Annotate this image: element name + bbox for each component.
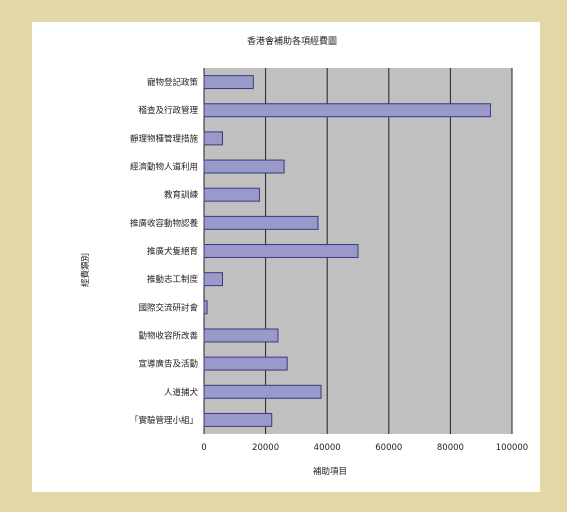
category-label: 推廣犬隻絕育 (147, 246, 198, 257)
bar (203, 187, 260, 202)
bar-chart: 香港會補助各項經費圖 寵物登記政策稽查及行政管理靜理物種管理措施經濟動物人道利用… (80, 35, 528, 477)
bar (203, 75, 254, 90)
category-label: 稽查及行政管理 (138, 105, 198, 116)
bar (203, 272, 223, 287)
category-label: 靜理物種管理措施 (130, 133, 199, 144)
y-axis-label: 經費類別 (80, 253, 91, 287)
bar (203, 356, 288, 371)
chart-title: 香港會補助各項經費圖 (247, 35, 337, 47)
category-label: 教育訓練 (164, 190, 199, 201)
category-label: 國際交流研討會 (138, 302, 198, 313)
bar (203, 215, 319, 230)
x-tick-label: 100000 (496, 443, 528, 453)
category-label: 宣導廣告及活動 (138, 359, 198, 370)
bar (203, 412, 273, 427)
chart-frame: 香港會補助各項經費圖 寵物登記政策稽查及行政管理靜理物種管理措施 經濟動物人道利用… (32, 22, 540, 492)
category-label: 動物收容所改善 (138, 330, 198, 341)
bar (203, 103, 491, 118)
category-label: 推廣收容動物認養 (130, 218, 199, 229)
x-axis-label: 補助項目 (313, 466, 347, 477)
bar (203, 131, 223, 146)
bar (203, 384, 322, 399)
bar (203, 328, 279, 343)
bar (203, 244, 359, 258)
bar (203, 159, 285, 174)
bar (203, 300, 208, 315)
category-label: 經濟動物人道利用 (130, 162, 198, 173)
x-tick-label: 80000 (437, 443, 464, 453)
category-label: 「實驗管理小組」 (130, 415, 198, 426)
category-label: 寵物登記政策 (147, 77, 199, 88)
x-tick-labels: 0 20000 40000 60000 80000 100000 (201, 443, 528, 453)
x-tick-label: 60000 (375, 443, 402, 453)
category-labels: 寵物登記政策稽查及行政管理靜理物種管理措施經濟動物人道利用教育訓練推廣收容動物認… (130, 77, 199, 426)
x-tick-label: 0 (201, 443, 206, 453)
category-label: 人道捕犬 (164, 387, 199, 398)
x-tick-label: 20000 (252, 443, 279, 453)
bars (203, 75, 491, 427)
x-tick-label: 40000 (314, 443, 341, 453)
category-label: 推動志工制度 (147, 274, 199, 285)
